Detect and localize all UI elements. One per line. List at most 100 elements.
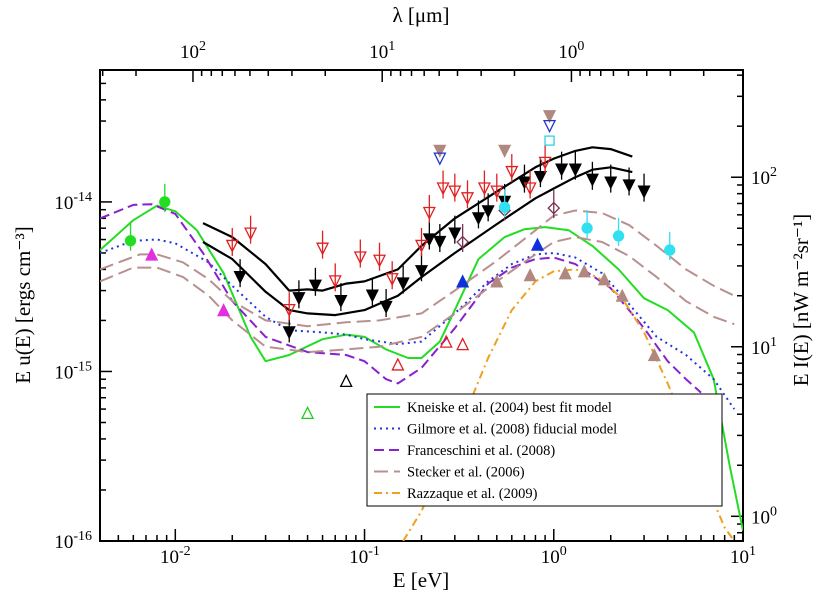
data-marker (637, 185, 651, 199)
data-marker (433, 152, 447, 166)
data-marker (533, 171, 547, 185)
data-marker (439, 334, 453, 348)
series-line (100, 204, 743, 531)
data-marker (385, 273, 399, 287)
data-marker (301, 405, 315, 420)
data-marker (124, 235, 137, 247)
data-marker (396, 277, 410, 291)
data-marker (328, 275, 342, 289)
data-marker (490, 185, 504, 199)
data-marker (456, 337, 470, 351)
data-marker (217, 303, 231, 317)
data-marker (597, 272, 611, 286)
axis-ticks (99, 69, 744, 542)
legend-label: Razzaque et al. (2009) (407, 486, 538, 502)
data-marker (604, 176, 618, 190)
top-axis-title: λ [μm] (392, 3, 449, 27)
legend-label: Franceschini et al. (2008) (407, 443, 555, 459)
data-marker (334, 294, 348, 309)
top-tick-label: 102 (180, 39, 206, 63)
data-marker (558, 266, 572, 280)
legend-label: Gilmore et al. (2008) fiducial model (407, 422, 617, 438)
data-marker (456, 274, 470, 288)
data-marker (538, 156, 552, 170)
data-marker (308, 279, 322, 293)
right-tick-label: 100 (751, 504, 777, 528)
axis-tick-labels: 10-2 10-1 100 101 102 101 100 10-16 10-15 10-14 10… (54, 39, 777, 568)
y-axis-title: E u(E) [ergs cm⁻³] (11, 226, 35, 384)
legend-label: Kneiske et al. (2004) best fit model (407, 400, 612, 416)
data-marker (647, 348, 661, 362)
data-marker (448, 227, 462, 241)
data-marker (282, 326, 296, 340)
right-tick-label: 102 (751, 165, 777, 189)
data-marker (471, 212, 486, 226)
data-marker (433, 144, 447, 158)
data-marker (505, 165, 519, 180)
y-tick-label: 10-16 (54, 529, 92, 553)
data-marker (543, 110, 557, 124)
data-marker (543, 119, 557, 134)
data-marker (555, 163, 569, 177)
top-tick-label: 101 (369, 39, 395, 63)
series-line (100, 203, 702, 394)
data-marker (316, 242, 330, 256)
x-tick-label: 10-2 (160, 544, 191, 568)
data-marker (339, 373, 353, 388)
data-marker (414, 265, 429, 279)
series-line (202, 166, 633, 317)
data-marker (379, 300, 393, 314)
marker-layer (124, 110, 676, 420)
data-marker (622, 179, 636, 193)
data-marker (481, 205, 495, 219)
data-marker (568, 163, 582, 177)
data-marker (422, 233, 436, 247)
series-line (100, 236, 735, 354)
data-marker (365, 289, 379, 303)
data-marker (477, 182, 491, 196)
data-marker (433, 235, 447, 249)
right-axis-title: E I(E) [nW m⁻²sr⁻¹] (789, 214, 813, 387)
data-marker (530, 237, 545, 251)
data-marker (282, 303, 296, 318)
series-line (100, 238, 736, 410)
data-marker (585, 173, 599, 187)
right-tick-label: 101 (751, 335, 777, 359)
data-marker (422, 206, 436, 220)
x-tick-label: 101 (730, 544, 756, 568)
y-tick-label: 10-14 (54, 190, 92, 214)
legend: Kneiske et al. (2004) best fit model Gilm… (366, 393, 723, 507)
data-marker (664, 244, 676, 256)
legend-label: Stecker et al. (2006) (407, 465, 525, 481)
y-tick-label: 10-15 (54, 359, 92, 383)
x-tick-label: 10-1 (349, 544, 380, 568)
data-marker (436, 182, 450, 196)
data-marker (544, 135, 555, 146)
data-marker (612, 230, 625, 242)
data-marker (292, 292, 306, 306)
series-line (202, 146, 633, 292)
x-tick-label: 100 (541, 544, 567, 568)
data-marker (233, 270, 247, 285)
data-marker (498, 144, 512, 158)
top-tick-label: 100 (558, 39, 584, 63)
data-marker (391, 357, 405, 371)
data-marker (547, 201, 561, 215)
data-marker (145, 247, 159, 261)
data-marker (498, 201, 511, 213)
legend-box (366, 393, 723, 507)
data-marker (456, 235, 470, 249)
data-marker (523, 182, 537, 196)
data-marker (225, 239, 239, 253)
data-marker (460, 192, 475, 206)
series-line (100, 209, 735, 328)
data-marker (577, 264, 591, 278)
x-axis-title: E [eV] (393, 568, 450, 592)
data-marker (244, 227, 258, 241)
data-marker (414, 239, 429, 253)
data-marker (372, 254, 387, 268)
data-marker (581, 222, 593, 234)
data-marker (353, 251, 367, 265)
data-marker (159, 196, 171, 208)
